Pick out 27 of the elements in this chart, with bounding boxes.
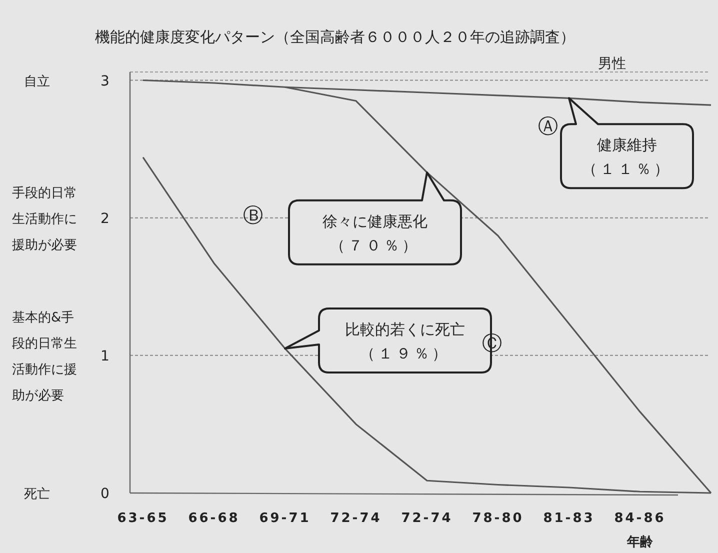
- y-tick-label: 0: [100, 486, 110, 502]
- annotation: Ⓐ: [538, 114, 558, 138]
- y-tick-label: 2: [100, 210, 110, 227]
- annotation: 徐々に健康悪化: [322, 212, 428, 230]
- x-tick-label: 72-74: [401, 511, 453, 526]
- x-tick-label: 78-80: [472, 511, 524, 526]
- x-tick-label: 63-65: [117, 511, 169, 526]
- text: 自立: [24, 73, 50, 90]
- x-tick-label: 66-68: [188, 511, 240, 526]
- y-tick-label: 1: [100, 348, 110, 364]
- x-tick-label: 84-86: [614, 511, 666, 526]
- text: 手段的日常生活動作に援助が必要: [12, 186, 77, 253]
- text: 死亡: [24, 486, 50, 502]
- x-tick-label: 69-71: [259, 511, 311, 526]
- x-axis-title: 年齢: [626, 535, 654, 550]
- text: 基本的&手段的日常生活動作に援助が必要: [12, 310, 77, 404]
- annotation: （７０％）: [330, 236, 420, 254]
- annotation: Ⓑ: [243, 203, 263, 227]
- y-tick-label: 3: [100, 73, 110, 90]
- annotation: （１１％）: [582, 160, 672, 178]
- x-tick-label: 81-83: [543, 511, 595, 526]
- annotation: 健康維持: [597, 136, 657, 154]
- annotation: （１９％）: [360, 344, 450, 363]
- annotation: 男性: [598, 56, 626, 72]
- x-tick-label: 72-74: [330, 511, 382, 526]
- annotation: 比較的若くに死亡: [345, 320, 465, 339]
- chart-title: 機能的健康度変化パターン（全国高齢者６０００人２０年の追跡調査）: [95, 28, 575, 46]
